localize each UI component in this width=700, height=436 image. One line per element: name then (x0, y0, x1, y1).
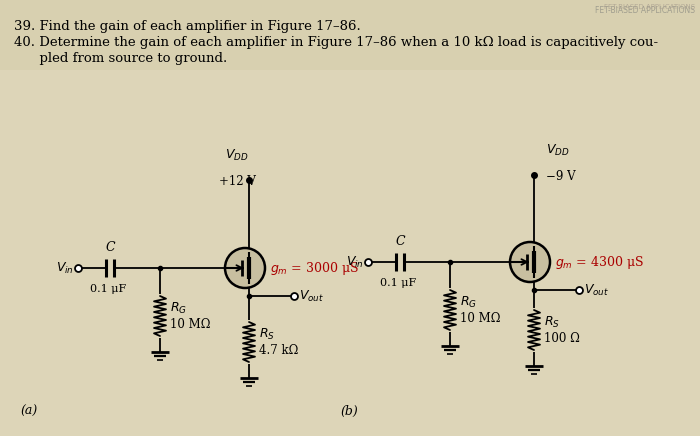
Text: $V_{DD}$: $V_{DD}$ (225, 148, 248, 163)
Text: (b): (b) (340, 405, 358, 418)
Text: C: C (395, 235, 405, 248)
Text: $R_G$: $R_G$ (170, 300, 187, 316)
Text: 0.1 μF: 0.1 μF (90, 284, 126, 294)
Text: $R_G$: $R_G$ (460, 294, 477, 310)
Text: 39. Find the gain of each amplifier in Figure 17–86.: 39. Find the gain of each amplifier in F… (14, 20, 360, 33)
Text: $g_m$ = 4300 μS: $g_m$ = 4300 μS (555, 253, 644, 270)
Circle shape (510, 242, 550, 282)
Circle shape (225, 248, 265, 288)
Text: 10 MΩ: 10 MΩ (460, 311, 500, 324)
Text: $V_{out}$: $V_{out}$ (584, 283, 609, 297)
Text: $R_S$: $R_S$ (259, 327, 275, 341)
Text: $V_{in}$: $V_{in}$ (346, 255, 364, 269)
Text: 4.7 kΩ: 4.7 kΩ (259, 344, 298, 357)
Text: $V_{DD}$: $V_{DD}$ (546, 143, 570, 158)
Text: C: C (105, 241, 115, 254)
Text: $g_m$ = 3000 μS: $g_m$ = 3000 μS (270, 259, 359, 276)
Text: 10 MΩ: 10 MΩ (170, 317, 211, 330)
Text: pled from source to ground.: pled from source to ground. (14, 52, 228, 65)
Text: 0.1 μF: 0.1 μF (380, 278, 416, 288)
Text: 40. Determine the gain of each amplifier in Figure 17–86 when a 10 kΩ load is ca: 40. Determine the gain of each amplifier… (14, 36, 658, 49)
Text: +12 V: +12 V (218, 175, 256, 188)
Text: FET-BIASED APPLICATIONS: FET-BIASED APPLICATIONS (604, 4, 695, 10)
Text: FET-BIASED APPLICATIONS: FET-BIASED APPLICATIONS (595, 6, 695, 15)
FancyBboxPatch shape (0, 0, 700, 70)
Text: −9 V: −9 V (546, 170, 575, 183)
Text: $V_{in}$: $V_{in}$ (56, 260, 74, 276)
Text: $R_S$: $R_S$ (544, 314, 560, 330)
Text: $V_{out}$: $V_{out}$ (299, 289, 324, 303)
Text: (a): (a) (20, 405, 37, 418)
Text: 100 Ω: 100 Ω (544, 331, 580, 344)
